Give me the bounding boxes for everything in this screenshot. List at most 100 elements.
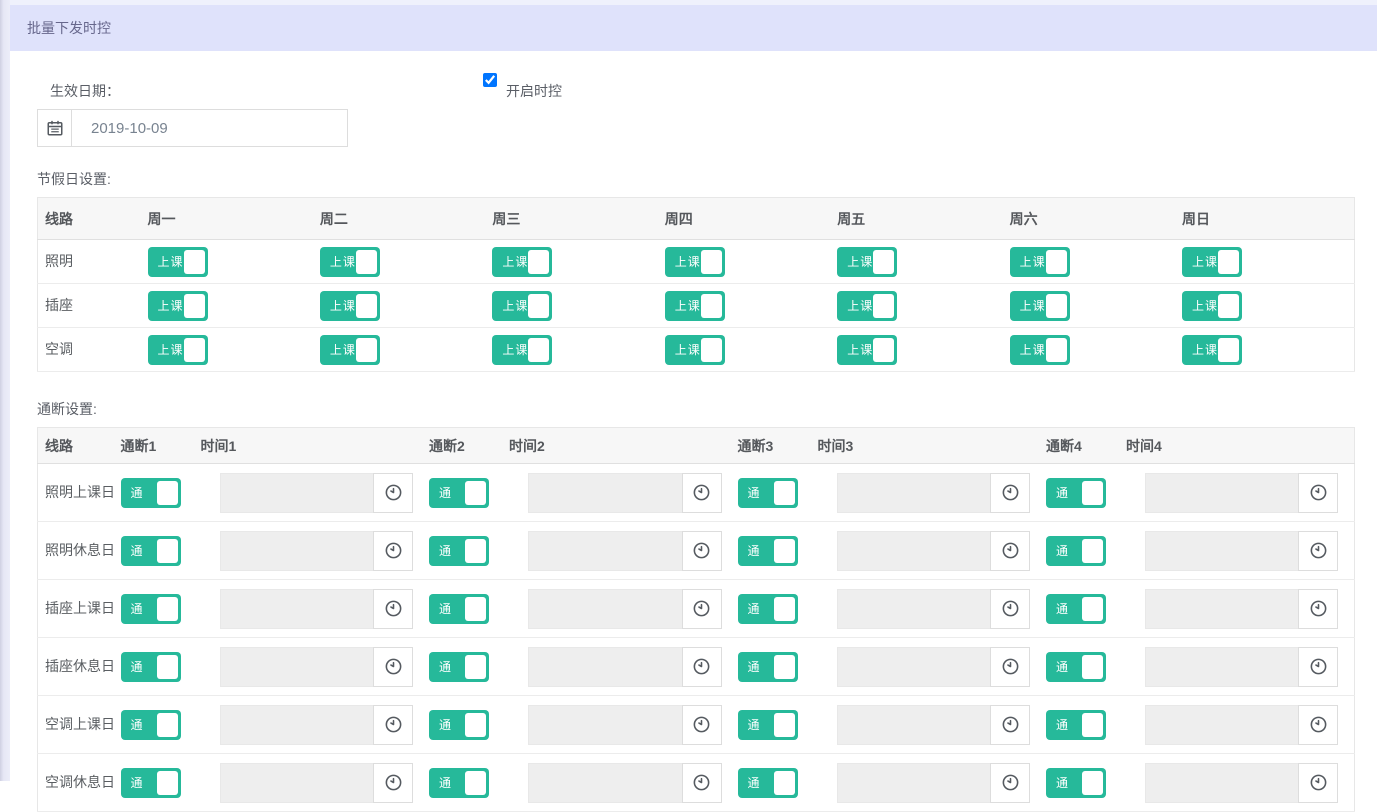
time-input[interactable] [528,646,682,687]
onoff-toggle[interactable]: 通 [737,651,798,682]
class-day-toggle[interactable]: 上课 [492,290,553,321]
time-input[interactable] [219,646,373,687]
time-picker-button[interactable] [373,704,413,745]
time-picker-button[interactable] [990,704,1030,745]
onoff-toggle[interactable]: 通 [1046,709,1106,740]
class-day-toggle[interactable]: 上课 [147,290,208,321]
time-input[interactable] [219,762,373,803]
onoff-toggle[interactable]: 通 [429,477,489,508]
class-day-toggle[interactable]: 上课 [147,334,208,365]
onoff-toggle[interactable]: 通 [737,535,798,566]
time-picker-button[interactable] [373,646,413,687]
onoff-toggle[interactable]: 通 [737,593,798,624]
time-input[interactable] [1145,472,1298,513]
time-input[interactable] [836,762,990,803]
time-picker-button[interactable] [990,762,1030,803]
class-day-toggle[interactable]: 上课 [837,246,898,277]
onoff-toggle[interactable]: 通 [429,651,489,682]
time-input[interactable] [219,704,373,745]
onoff-toggle[interactable]: 通 [429,709,489,740]
time-input[interactable] [1145,646,1298,687]
time-picker-button[interactable] [1298,530,1338,571]
time-picker-button[interactable] [1298,762,1338,803]
time-input[interactable] [836,704,990,745]
onoff-toggle[interactable]: 通 [429,767,489,798]
toggle-knob [773,480,795,505]
effective-date-input[interactable] [72,110,347,146]
time-picker-button[interactable] [990,472,1030,513]
onoff-toggle[interactable]: 通 [1046,651,1106,682]
time-picker-button[interactable] [990,588,1030,629]
class-day-toggle[interactable]: 上课 [664,246,725,277]
class-day-toggle[interactable]: 上课 [1182,290,1243,321]
onoff-toggle[interactable]: 通 [737,767,798,798]
time-picker-button[interactable] [373,588,413,629]
time-picker-button[interactable] [681,530,722,571]
time-input[interactable] [219,472,373,513]
class-day-toggle[interactable]: 上课 [492,334,553,365]
time-picker-button[interactable] [373,762,413,803]
class-day-toggle[interactable]: 上课 [492,246,553,277]
time-picker-button[interactable] [681,472,722,513]
onoff-toggle[interactable]: 通 [1046,767,1106,798]
toggle-on-label: 通 [130,718,144,732]
class-day-toggle[interactable]: 上课 [1182,246,1243,277]
onoff-toggle[interactable]: 通 [120,709,181,740]
onoff-toggle[interactable]: 通 [429,593,489,624]
time-picker-button[interactable] [1298,646,1338,687]
onoff-toggle[interactable]: 通 [120,767,181,798]
time-picker-button[interactable] [1298,588,1338,629]
time-input[interactable] [836,472,990,513]
onoff-toggle[interactable]: 通 [1046,593,1106,624]
enable-time-control-checkbox[interactable] [483,73,497,87]
time-input[interactable] [528,530,682,571]
time-picker-button[interactable] [681,762,722,803]
class-day-toggle[interactable]: 上课 [319,246,380,277]
toggle-knob [156,480,178,505]
class-day-toggle[interactable]: 上课 [1009,246,1070,277]
time-input-group [219,762,413,803]
onoff-toggle[interactable]: 通 [737,477,798,508]
class-day-toggle[interactable]: 上课 [319,334,380,365]
onoff-toggle[interactable]: 通 [120,651,181,682]
time-input[interactable] [219,588,373,629]
time-picker-button[interactable] [1298,704,1338,745]
time-input[interactable] [836,530,990,571]
class-day-toggle[interactable]: 上课 [664,290,725,321]
time-input[interactable] [528,588,682,629]
onoff-toggle[interactable]: 通 [120,535,181,566]
class-day-toggle[interactable]: 上课 [664,334,725,365]
time-input[interactable] [836,646,990,687]
onoff-toggle[interactable]: 通 [1046,535,1106,566]
onoff-toggle[interactable]: 通 [120,593,181,624]
class-day-toggle[interactable]: 上课 [1009,334,1070,365]
class-day-toggle[interactable]: 上课 [837,334,898,365]
time-picker-button[interactable] [681,704,722,745]
time-picker-button[interactable] [990,530,1030,571]
time-input[interactable] [1145,588,1298,629]
onoff-toggle[interactable]: 通 [120,477,181,508]
class-day-toggle[interactable]: 上课 [1009,290,1070,321]
class-day-toggle[interactable]: 上课 [837,290,898,321]
time-picker-button[interactable] [681,646,722,687]
time-picker-button[interactable] [990,646,1030,687]
time-input[interactable] [1145,704,1298,745]
class-day-toggle[interactable]: 上课 [319,290,380,321]
onoff-toggle[interactable]: 通 [1046,477,1106,508]
time-input[interactable] [836,588,990,629]
time-input[interactable] [528,762,682,803]
calendar-button[interactable] [38,110,72,146]
onoff-toggle[interactable]: 通 [737,709,798,740]
time-input[interactable] [528,472,682,513]
onoff-toggle[interactable]: 通 [429,535,489,566]
time-input[interactable] [1145,762,1298,803]
time-input[interactable] [528,704,682,745]
time-picker-button[interactable] [373,530,413,571]
time-input[interactable] [1145,530,1298,571]
time-picker-button[interactable] [1298,472,1338,513]
time-picker-button[interactable] [681,588,722,629]
time-picker-button[interactable] [373,472,413,513]
class-day-toggle[interactable]: 上课 [1182,334,1243,365]
time-input[interactable] [219,530,373,571]
class-day-toggle[interactable]: 上课 [147,246,208,277]
